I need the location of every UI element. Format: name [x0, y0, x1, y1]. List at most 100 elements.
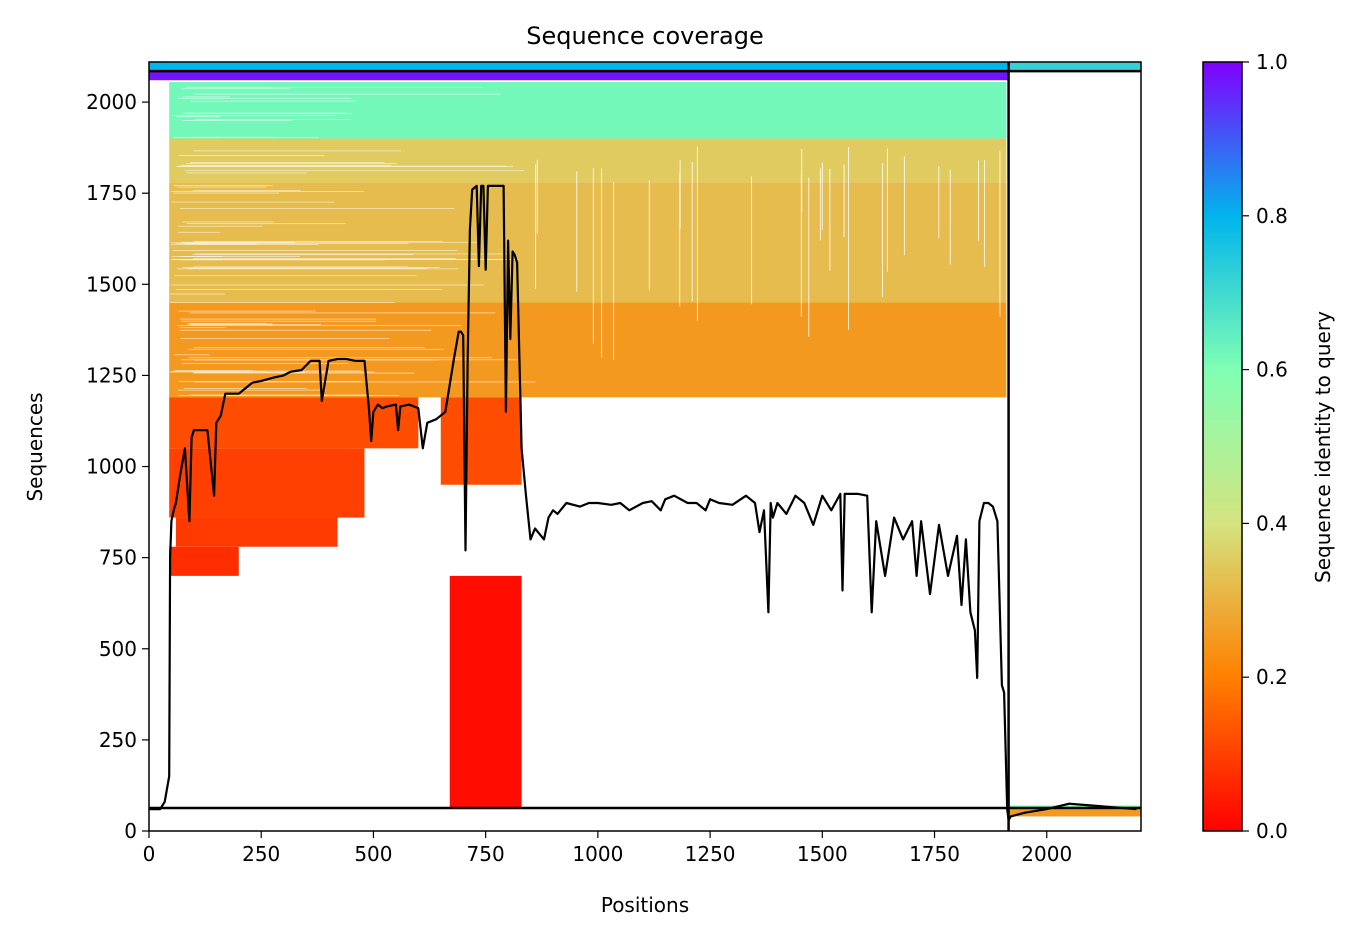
coverage-block — [149, 62, 1009, 72]
gap-streak — [181, 241, 481, 243]
gap-streak — [193, 347, 425, 349]
y-tick-label: 250 — [99, 728, 137, 752]
x-tick-label: 1750 — [909, 842, 960, 866]
gap-streak — [195, 253, 510, 255]
coverage-block — [1008, 809, 1141, 817]
y-axis-ticks: 0 250 500 750 1000 1250 1500 1750 2000 — [86, 90, 149, 843]
gap-streak — [176, 186, 267, 188]
gap-column — [576, 171, 578, 292]
gap-streak — [174, 137, 319, 138]
y-tick-label: 1500 — [86, 272, 137, 296]
gap-column — [819, 168, 821, 241]
gap-streak — [190, 162, 384, 163]
coverage-block — [169, 448, 365, 518]
gap-streak — [181, 164, 392, 166]
y-tick-label: 2000 — [86, 90, 137, 114]
y-tick-label: 1250 — [86, 363, 137, 387]
gap-column — [938, 166, 940, 239]
gap-streak — [180, 318, 377, 320]
gap-streak — [171, 371, 266, 373]
gap-streak — [175, 289, 442, 290]
colorbar-tick-label: 0.0 — [1256, 819, 1288, 843]
gap-streak — [186, 223, 346, 225]
gap-streak — [188, 357, 493, 359]
gap-streak — [189, 394, 368, 396]
gap-streak — [192, 258, 456, 259]
y-tick-label: 1000 — [86, 455, 137, 479]
gap-streak — [179, 381, 362, 382]
coverage-line-layer — [149, 184, 1137, 822]
x-tick-label: 1000 — [572, 842, 623, 866]
coverage-block — [169, 82, 1007, 139]
gap-streak — [171, 191, 364, 192]
gap-column — [696, 146, 698, 321]
gap-column — [751, 176, 753, 305]
gap-column — [848, 147, 850, 330]
y-tick-label: 750 — [99, 546, 137, 570]
gap-streak — [186, 163, 397, 164]
gap-streak — [179, 327, 226, 329]
coverage-block — [169, 546, 239, 576]
gap-streak — [176, 116, 220, 118]
coverage-block — [440, 397, 522, 485]
gap-streak — [177, 389, 327, 391]
identity-streaks — [169, 86, 1001, 396]
gap-streak — [179, 329, 432, 331]
x-axis-ticks: 0 250 500 750 1000 1250 1500 1750 2000 — [143, 831, 1072, 866]
gap-column — [691, 161, 693, 302]
gap-streak — [180, 338, 390, 339]
gap-streak — [173, 370, 362, 372]
gap-column — [977, 160, 979, 241]
colorbar-tick-label: 0.2 — [1256, 665, 1288, 689]
gap-streak — [171, 284, 485, 286]
gap-streak — [177, 325, 462, 326]
gap-streak — [174, 370, 253, 372]
x-tick-label: 500 — [354, 842, 392, 866]
gap-streak — [192, 254, 414, 255]
gap-streak — [181, 320, 377, 322]
boundary-lines — [149, 62, 1141, 831]
gap-streak — [194, 119, 351, 121]
y-tick-label: 1750 — [86, 181, 137, 205]
gap-streak — [181, 256, 300, 257]
gap-streak — [194, 372, 306, 374]
gap-streak — [182, 221, 274, 223]
gap-streak — [176, 166, 513, 167]
gap-streak — [171, 259, 513, 261]
plot-frame — [148, 61, 1142, 832]
gap-streak — [178, 155, 325, 156]
gap-streak — [193, 240, 443, 242]
coverage-block — [169, 302, 1007, 398]
colorbar-tick-label: 0.4 — [1256, 511, 1288, 535]
y-tick-label: 500 — [99, 637, 137, 661]
gap-column — [829, 168, 831, 271]
gap-streak — [177, 97, 352, 99]
gap-streak — [190, 100, 357, 102]
gap-column — [808, 177, 810, 337]
gap-streak — [186, 87, 483, 88]
gap-streak — [175, 243, 409, 244]
gap-streak — [183, 96, 231, 98]
gap-streak — [186, 172, 307, 174]
gap-column — [535, 164, 537, 289]
colorbar-tick-label: 0.6 — [1256, 358, 1288, 382]
gap-streak — [178, 310, 316, 312]
x-tick-label: 1500 — [797, 842, 848, 866]
gap-streak — [188, 348, 444, 350]
gap-streak — [172, 250, 458, 251]
gap-streak — [186, 86, 272, 88]
coverage-block — [175, 517, 338, 547]
gap-streak — [192, 190, 301, 192]
gap-column — [800, 174, 802, 317]
gap-streak — [180, 208, 455, 210]
chart-title: Sequence coverage — [526, 22, 763, 50]
gap-streak — [187, 323, 273, 325]
gap-column — [949, 169, 951, 265]
gap-column — [821, 162, 823, 230]
gap-column — [536, 159, 538, 234]
gap-streak — [193, 266, 408, 268]
gap-streak — [174, 275, 417, 277]
gap-column — [613, 182, 615, 360]
gap-streak — [178, 395, 399, 396]
gap-streak — [185, 170, 525, 172]
